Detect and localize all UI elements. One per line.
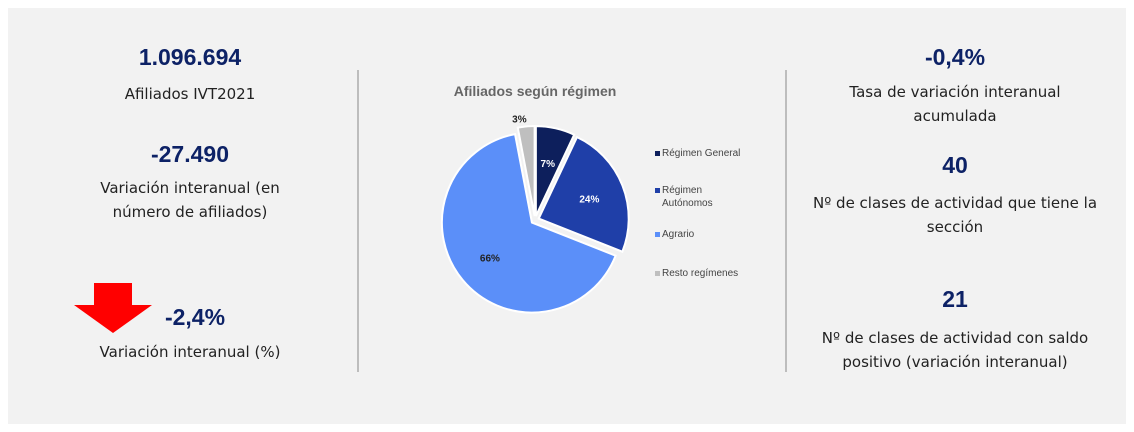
kpi-value: 1.096.694 (138, 44, 242, 70)
divider (357, 70, 359, 372)
legend-item: Régimen Autónomos (655, 184, 722, 210)
legend-swatch (655, 232, 660, 237)
kpi-value: -2,4% (164, 304, 226, 330)
kpi-label: Tasa de variación interanual acumulada (849, 83, 1061, 125)
kpi-label: Variación interanual (%) (99, 343, 281, 361)
chart-title: Afiliados según régimen (454, 83, 617, 99)
legend-label: Agrario (662, 229, 695, 240)
data-label: 3% (512, 114, 527, 125)
data-label: 66% (480, 253, 500, 264)
pie-chart: Afiliados según régimen 7% 24% 66% 3% (440, 83, 630, 314)
kpi-label: Variación interanual (en número de afili… (100, 179, 280, 221)
legend-label: Resto regímenes (662, 268, 739, 279)
kpi-value: -0,4% (924, 44, 986, 70)
legend-label: Régimen General (662, 148, 741, 159)
kpi-value: 40 (942, 152, 968, 178)
kpi-value: 21 (942, 286, 968, 312)
kpi-label: Nº de clases de actividad con saldo posi… (821, 329, 1089, 371)
pie-slice (534, 125, 576, 217)
legend-item: Resto regímenes (655, 267, 772, 280)
down-arrow (74, 283, 152, 333)
arrow-shape (74, 283, 152, 333)
data-label: 7% (541, 159, 556, 170)
legend-swatch (655, 271, 660, 276)
kpi-value: -27.490 (150, 141, 229, 167)
legend-swatch (655, 151, 660, 156)
data-label: 24% (579, 194, 599, 205)
pie-slice (537, 135, 630, 253)
legend-swatch (655, 188, 660, 193)
pie-slice (516, 125, 536, 217)
divider (785, 70, 787, 372)
kpi-label: Nº de clases de actividad que tiene la s… (812, 194, 1098, 236)
legend-item: Régimen General (655, 147, 772, 160)
legend-label: Régimen Autónomos (662, 185, 713, 209)
legend-item: Agrario (655, 228, 772, 241)
kpi-label: Afiliados IVT2021 (124, 85, 256, 103)
pie-slice (440, 132, 617, 314)
